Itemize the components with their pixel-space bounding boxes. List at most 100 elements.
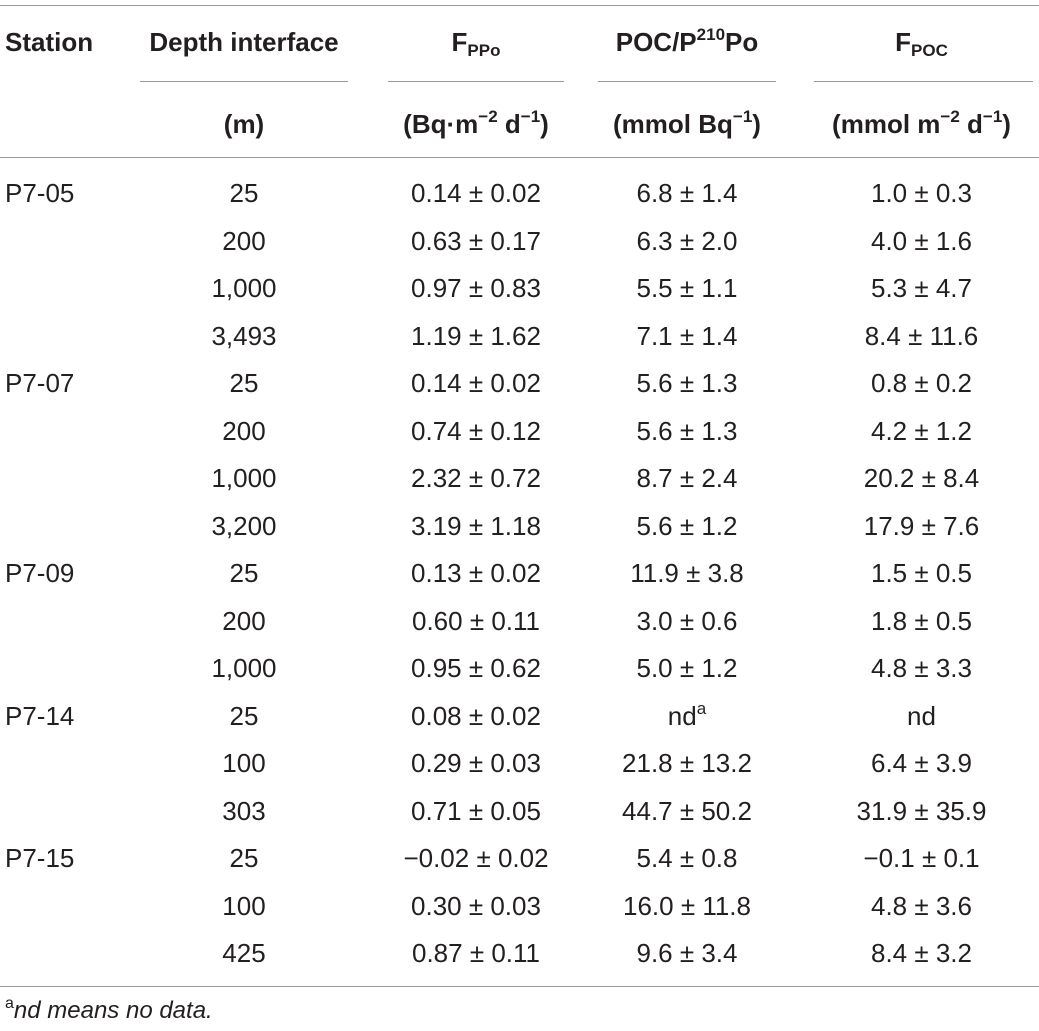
cell-ratio: 5.6 ± 1.2 xyxy=(636,510,738,541)
cell-fppo: 3.19 ± 1.18 xyxy=(411,510,541,541)
cell-ratio: 5.0 ± 1.2 xyxy=(636,653,738,683)
cell-depth: 25 xyxy=(229,368,259,398)
footnote-text: nd means no data. xyxy=(13,997,213,1024)
cell-fppo: 0.30 ± 0.03 xyxy=(411,890,541,921)
cell-depth: 3,493 xyxy=(211,320,277,351)
cell-ratio: 5.6 ± 1.3 xyxy=(636,368,738,398)
table-row: P7-05 25 0.14 ± 0.02 6.8 ± 1.4 1.0 ± 0.3 xyxy=(0,170,1039,218)
cell-ratio: 6.8 ± 1.4 xyxy=(636,178,738,208)
cell-fppo: 0.71 ± 0.05 xyxy=(411,795,541,826)
header-fpoc: FPOC xyxy=(895,27,948,60)
cell-fppo: 0.87 ± 0.11 xyxy=(412,938,540,968)
table-row: 1,000 0.97 ± 0.83 5.5 ± 1.1 5.3 ± 4.7 xyxy=(0,265,1039,313)
header-depth-unit: (m) xyxy=(223,109,265,139)
cell-fppo: 0.14 ± 0.02 xyxy=(411,368,541,398)
header-fppo: FPPo xyxy=(451,27,501,60)
table-row: 425 0.87 ± 0.11 9.6 ± 3.4 8.4 ± 3.2 xyxy=(0,930,1039,978)
cell-depth: 25 xyxy=(229,700,259,731)
cell-ratio: 9.6 ± 3.4 xyxy=(636,938,738,968)
table-row: 100 0.29 ± 0.03 21.8 ± 13.2 6.4 ± 3.9 xyxy=(0,740,1039,788)
cell-depth: 25 xyxy=(229,558,259,588)
cell-depth: 200 xyxy=(222,225,266,256)
fppo-sub-rule xyxy=(388,81,564,82)
table-row: 1,000 2.32 ± 0.72 8.7 ± 2.4 20.2 ± 8.4 xyxy=(0,455,1039,503)
cell-fppo: 0.08 ± 0.02 xyxy=(411,700,541,731)
table-body: P7-05 25 0.14 ± 0.02 6.8 ± 1.4 1.0 ± 0.3 200… xyxy=(0,170,1039,978)
header-ratio-unit: (mmol Bq−1) xyxy=(613,107,761,139)
cell-fppo: −0.02 ± 0.02 xyxy=(403,843,549,873)
cell-depth: 100 xyxy=(222,748,266,778)
cell-fppo: 1.19 ± 1.62 xyxy=(411,320,541,351)
footnote: and means no data. xyxy=(5,995,213,1025)
table-row: 200 0.74 ± 0.12 5.6 ± 1.3 4.2 ± 1.2 xyxy=(0,408,1039,456)
header-fppo-unit: (Bq·m−2 d−1) xyxy=(403,107,549,139)
cell-fpoc: 1.5 ± 0.5 xyxy=(870,558,972,588)
table-row: 303 0.71 ± 0.05 44.7 ± 50.2 31.9 ± 35.9 xyxy=(0,788,1039,836)
cell-fpoc: 1.8 ± 0.5 xyxy=(870,605,972,636)
table-row: 1,000 0.95 ± 0.62 5.0 ± 1.2 4.8 ± 3.3 xyxy=(0,645,1039,693)
cell-ratio: nda xyxy=(667,698,707,731)
cell-fpoc: 8.4 ± 11.6 xyxy=(864,320,979,351)
cell-fppo: 0.13 ± 0.02 xyxy=(411,558,541,588)
cell-fppo: 2.32 ± 0.72 xyxy=(411,463,541,493)
cell-station: P7-09 xyxy=(5,558,75,588)
cell-depth: 425 xyxy=(222,938,266,968)
cell-fpoc: 17.9 ± 7.6 xyxy=(863,510,980,541)
cell-depth: 25 xyxy=(229,178,259,208)
cell-station: P7-07 xyxy=(5,368,75,398)
cell-ratio: 11.9 ± 3.8 xyxy=(630,558,744,588)
cell-fppo: 0.29 ± 0.03 xyxy=(411,748,541,778)
cell-ratio: 21.8 ± 13.2 xyxy=(622,748,752,778)
cell-fpoc: 5.3 ± 4.7 xyxy=(870,273,972,303)
cell-depth: 200 xyxy=(222,605,266,636)
top-rule xyxy=(0,5,1039,6)
table-row: P7-07 25 0.14 ± 0.02 5.6 ± 1.3 0.8 ± 0.2 xyxy=(0,360,1039,408)
cell-fpoc: 31.9 ± 35.9 xyxy=(856,795,987,826)
header-fpoc-unit: (mmol m−2 d−1) xyxy=(832,107,1011,139)
cell-depth: 303 xyxy=(222,795,266,826)
cell-fppo: 0.95 ± 0.62 xyxy=(411,653,541,683)
cell-fpoc: 20.2 ± 8.4 xyxy=(863,463,980,493)
cell-depth: 1,000 xyxy=(211,653,277,683)
cell-fppo: 0.74 ± 0.12 xyxy=(411,415,541,446)
table-row: 100 0.30 ± 0.03 16.0 ± 11.8 4.8 ± 3.6 xyxy=(0,883,1039,931)
cell-fpoc: 1.0 ± 0.3 xyxy=(870,178,972,208)
cell-ratio: 8.7 ± 2.4 xyxy=(636,463,738,493)
cell-fpoc: 4.8 ± 3.3 xyxy=(870,653,972,683)
cell-depth: 1,000 xyxy=(211,273,277,303)
ratio-sub-rule xyxy=(598,81,776,82)
table-row: 200 0.63 ± 0.17 6.3 ± 2.0 4.0 ± 1.6 xyxy=(0,218,1039,266)
cell-fppo: 0.14 ± 0.02 xyxy=(411,178,541,208)
table-row: 200 0.60 ± 0.11 3.0 ± 0.6 1.8 ± 0.5 xyxy=(0,598,1039,646)
cell-station: P7-05 xyxy=(5,178,75,208)
cell-ratio: 16.0 ± 11.8 xyxy=(623,890,751,921)
depth-sub-rule xyxy=(140,81,348,82)
cell-fpoc: 4.2 ± 1.2 xyxy=(870,415,972,446)
cell-depth: 200 xyxy=(222,415,266,446)
cell-fpoc: 8.4 ± 3.2 xyxy=(870,938,972,968)
cell-depth: 100 xyxy=(222,890,266,921)
cell-ratio: 44.7 ± 50.2 xyxy=(622,795,752,826)
header-rule xyxy=(0,157,1039,158)
table-row: P7-09 25 0.13 ± 0.02 11.9 ± 3.8 1.5 ± 0.5 xyxy=(0,550,1039,598)
cell-ratio: 5.5 ± 1.1 xyxy=(636,273,738,303)
table-row: 3,493 1.19 ± 1.62 7.1 ± 1.4 8.4 ± 11.6 xyxy=(0,313,1039,361)
cell-ratio: 3.0 ± 0.6 xyxy=(636,605,738,636)
cell-depth: 1,000 xyxy=(211,463,277,493)
fpoc-sub-rule xyxy=(814,81,1033,82)
cell-station: P7-15 xyxy=(5,843,75,873)
cell-ratio: 5.4 ± 0.8 xyxy=(636,843,738,873)
header-poc-po-ratio: POC/P210Po xyxy=(615,25,759,57)
cell-fppo: 0.63 ± 0.17 xyxy=(411,225,541,256)
footnote-marker: a xyxy=(5,995,14,1012)
cell-ratio: 5.6 ± 1.3 xyxy=(636,415,738,446)
table-row: P7-15 25 −0.02 ± 0.02 5.4 ± 0.8 −0.1 ± 0.1 xyxy=(0,835,1039,883)
cell-fpoc: 6.4 ± 3.9 xyxy=(870,748,972,778)
table-row: P7-14 25 0.08 ± 0.02 nda nd xyxy=(0,693,1039,741)
cell-fpoc: 4.0 ± 1.6 xyxy=(870,225,972,256)
cell-ratio: 6.3 ± 2.0 xyxy=(636,225,738,256)
cell-fppo: 0.97 ± 0.83 xyxy=(411,273,541,303)
cell-depth: 25 xyxy=(229,843,259,873)
header-station: Station xyxy=(5,27,94,57)
cell-fpoc: 4.8 ± 3.6 xyxy=(870,890,972,921)
